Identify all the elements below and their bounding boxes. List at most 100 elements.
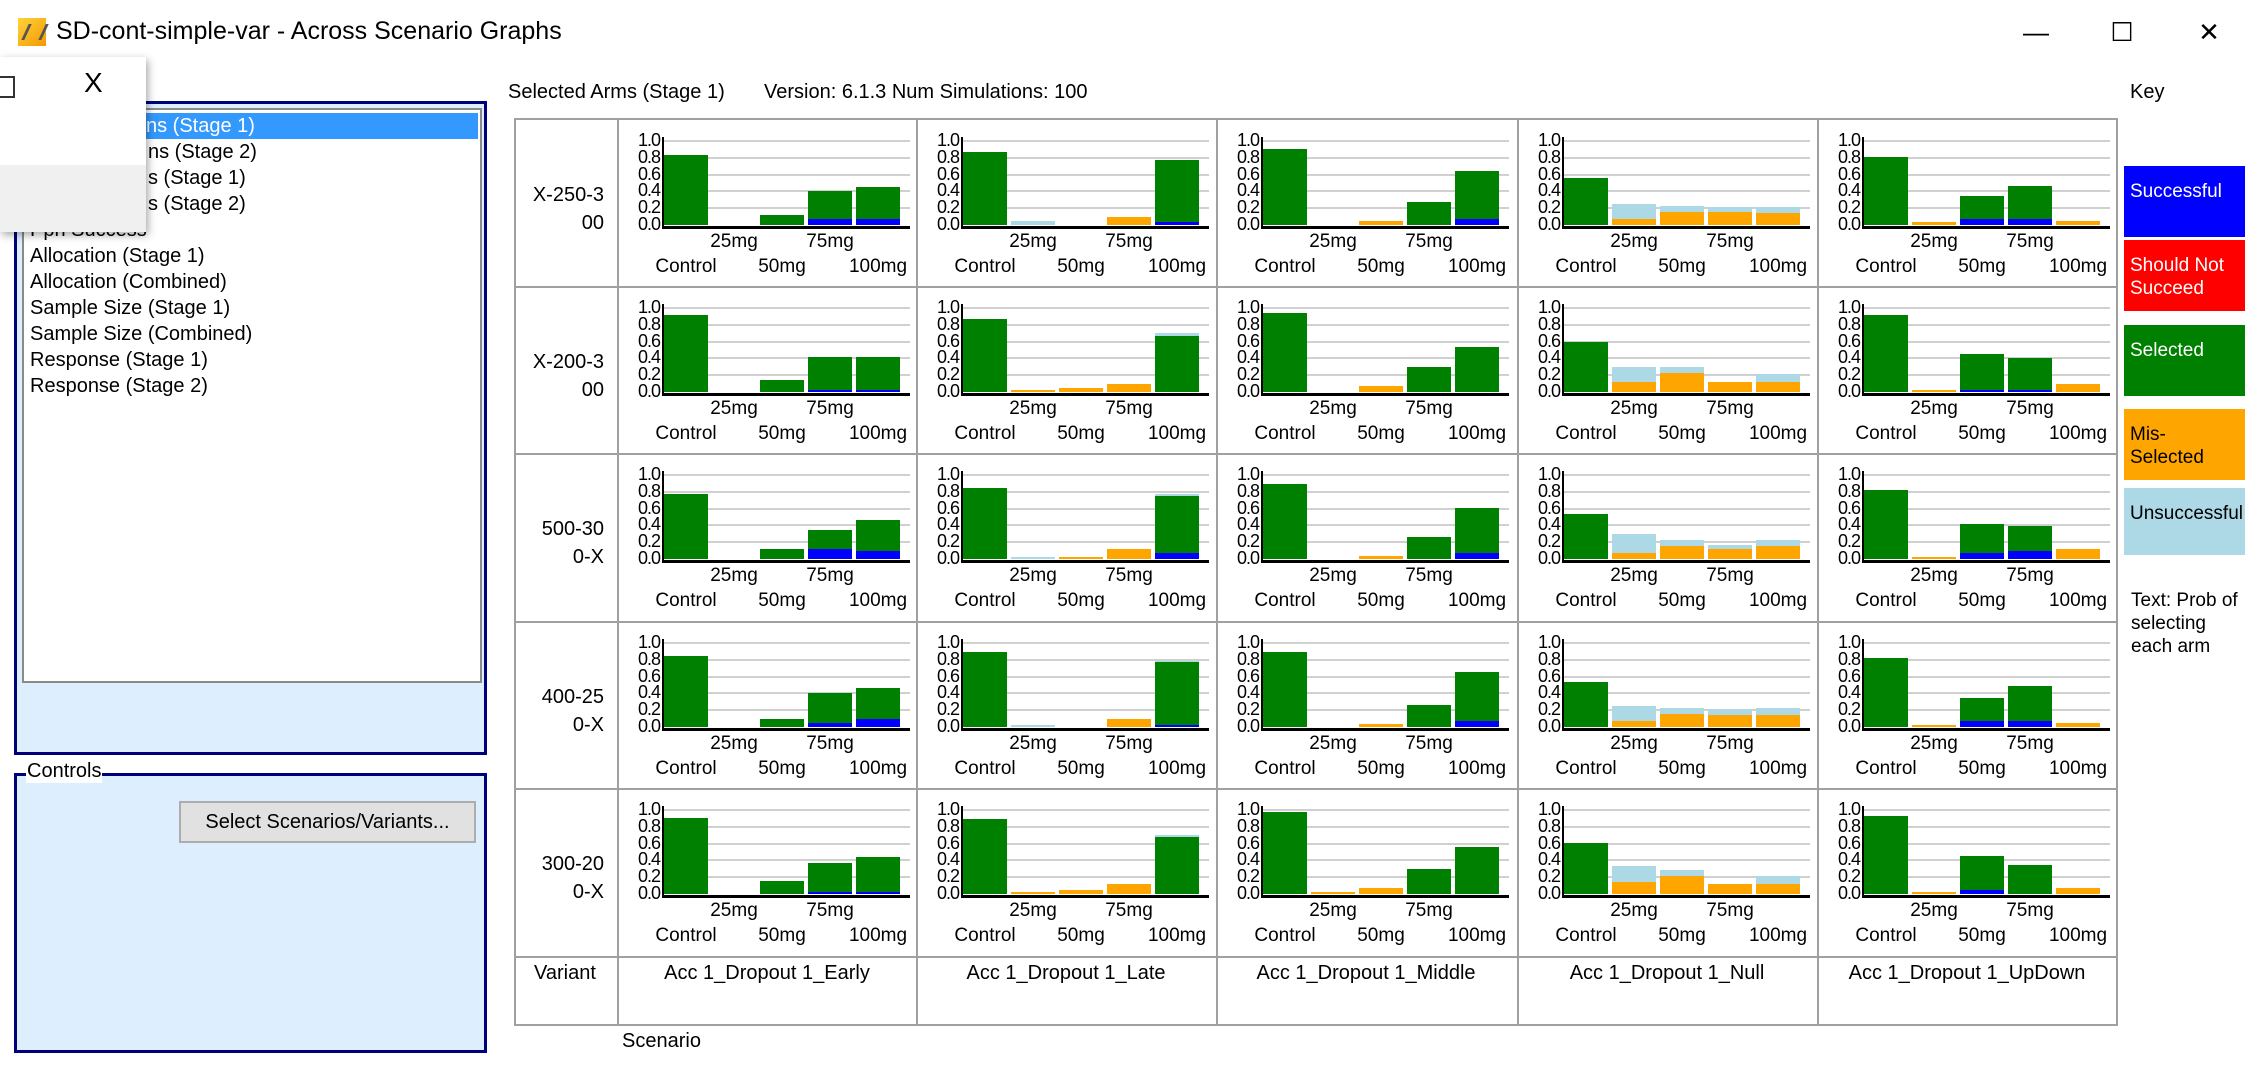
y-tick-label: 0.2: [1537, 866, 1561, 887]
y-tick-label: 0.8: [1537, 146, 1561, 167]
gridline: [1263, 675, 1509, 678]
bar-25mg-M: [1612, 721, 1656, 727]
bar-75mg-M: [1708, 883, 1752, 894]
x-tick-label: 50mg: [1658, 256, 1706, 277]
list-item[interactable]: s (Stage 1): [148, 167, 246, 189]
bar-control-G: [963, 151, 1007, 225]
y-tick-label: 0.2: [1537, 364, 1561, 385]
x-tick-label: 100mg: [2048, 758, 2108, 779]
bar-25mg-U: [1011, 725, 1055, 727]
y-axis: [1562, 639, 1564, 730]
y-tick-label: 0.8: [637, 815, 661, 836]
y-axis: [662, 137, 664, 228]
bar-25mg-U: [1612, 366, 1656, 382]
gridline: [963, 474, 1209, 476]
gridline: [963, 524, 1209, 527]
gridline: [963, 340, 1209, 343]
x-tick-label: Control: [1855, 256, 1917, 277]
y-axis: [1862, 639, 1864, 730]
y-tick-label: 0.0: [1837, 716, 1861, 736]
y-tick-label: 1.0: [936, 297, 960, 317]
minimize-button[interactable]: —: [2023, 17, 2049, 47]
x-axis: [1261, 895, 1509, 898]
gridline: [1263, 692, 1509, 695]
gridline: [1564, 642, 1810, 644]
x-tick-label: 25mg: [1309, 733, 1357, 754]
gridline: [963, 173, 1209, 176]
bar-50mg-M: [1359, 386, 1403, 392]
y-tick-label: 1.0: [936, 799, 960, 819]
y-tick-label: 1.0: [936, 632, 960, 652]
x-tick-label: 25mg: [710, 900, 758, 921]
bar-100mg-S: [1155, 725, 1199, 727]
scenario-grid: [514, 118, 2118, 1026]
close-button[interactable]: ✕: [2198, 17, 2220, 47]
gridline: [1864, 642, 2110, 644]
popup-close-button[interactable]: X: [84, 67, 103, 98]
list-item[interactable]: Sample Size (Combined): [30, 323, 253, 345]
x-tick-label: 50mg: [1357, 256, 1405, 277]
gridline: [664, 859, 910, 862]
bar-50mg-M: [1660, 372, 1704, 392]
list-item[interactable]: Allocation (Combined): [30, 271, 227, 293]
list-item[interactable]: s (Stage 2): [148, 193, 246, 215]
bar-100mg-M: [1756, 545, 1800, 559]
y-tick-label: 0.2: [1837, 699, 1861, 720]
bar-50mg-M: [1359, 555, 1403, 559]
x-tick-label: 25mg: [710, 398, 758, 419]
bar-100mg-S: [856, 719, 900, 727]
bar-75mg-G: [2008, 358, 2052, 391]
gridline: [1564, 173, 1810, 176]
x-tick-label: Control: [655, 925, 717, 946]
x-tick-label: 100mg: [2048, 925, 2108, 946]
bar-100mg-M: [1756, 213, 1800, 225]
x-axis: [662, 393, 910, 396]
list-item[interactable]: Allocation (Stage 1): [30, 245, 205, 267]
y-axis: [662, 639, 664, 730]
list-item[interactable]: Sample Size (Stage 1): [30, 297, 231, 319]
x-tick-label: Control: [1555, 590, 1617, 611]
y-tick-label: 0.0: [1236, 883, 1260, 903]
bar-75mg-M: [1107, 719, 1151, 727]
maximize-button[interactable]: ☐: [2110, 17, 2134, 47]
bar-25mg-M: [1311, 892, 1355, 894]
gridline: [664, 675, 910, 678]
bar-75mg-S: [2008, 219, 2052, 225]
column-divider: [617, 119, 619, 1025]
x-tick-label: 75mg: [1706, 733, 1754, 754]
list-item[interactable]: ns (Stage 2): [148, 141, 257, 163]
select-scenarios-variants-button[interactable]: Select Scenarios/Variants...: [179, 801, 476, 843]
bar-50mg-U: [1660, 539, 1704, 546]
x-axis: [1862, 895, 2110, 898]
x-tick-label: 25mg: [1610, 565, 1658, 586]
x-tick-label: 75mg: [1706, 900, 1754, 921]
restore-icon[interactable]: [0, 76, 15, 98]
gridline: [1864, 692, 2110, 695]
y-tick-label: 0.4: [936, 347, 960, 368]
y-axis: [1862, 137, 1864, 228]
gridline: [664, 658, 910, 661]
y-tick-label: 0.0: [936, 548, 960, 568]
y-tick-label: 1.0: [936, 130, 960, 150]
y-axis: [1862, 806, 1864, 897]
x-tick-label: 50mg: [758, 758, 806, 779]
x-tick-label: Control: [1855, 590, 1917, 611]
column-divider: [916, 119, 918, 1025]
y-tick-label: 0.0: [1837, 548, 1861, 568]
y-tick-label: 1.0: [1537, 799, 1561, 819]
gridline: [1864, 173, 2110, 176]
bar-25mg-U: [1612, 706, 1656, 722]
bar-50mg-M: [1059, 557, 1103, 559]
x-tick-label: 25mg: [1610, 733, 1658, 754]
variant-label: X-200-3: [532, 351, 604, 373]
key-title: Key: [2130, 81, 2165, 103]
y-tick-label: 0.6: [936, 497, 960, 518]
list-item[interactable]: Response (Stage 1): [30, 349, 208, 371]
y-tick-label: 0.2: [1837, 531, 1861, 552]
bar-100mg-S: [856, 219, 900, 225]
y-tick-label: 1.0: [637, 464, 661, 484]
bar-control-G: [1564, 341, 1608, 392]
list-item[interactable]: Response (Stage 2): [30, 375, 208, 397]
y-tick-label: 0.8: [936, 146, 960, 167]
y-tick-label: 1.0: [1837, 632, 1861, 652]
